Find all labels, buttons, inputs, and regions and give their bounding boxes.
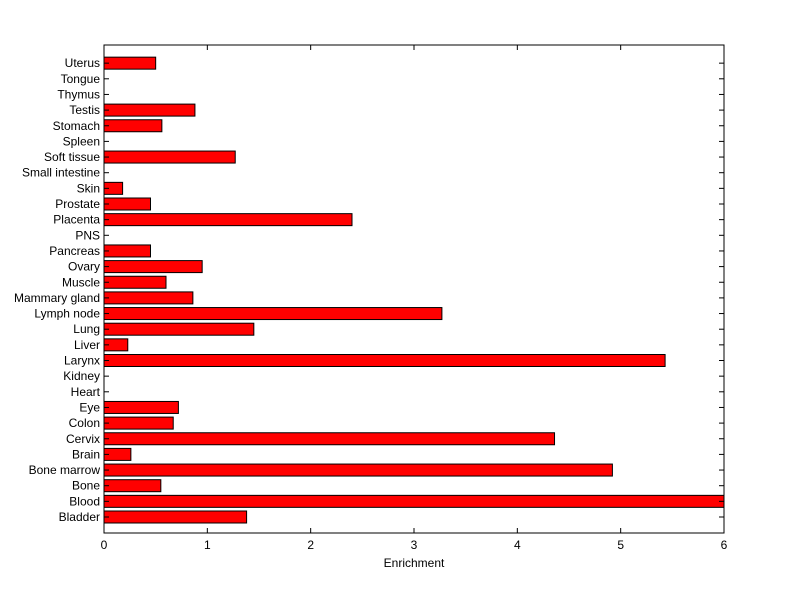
bar-ovary [103,260,203,274]
y-tick-label: Lung [73,322,100,336]
x-tick-label: 0 [101,538,108,552]
y-tick-label: Bone [72,479,100,493]
y-tick-label: Stomach [53,119,100,133]
bar-prostate [103,197,151,211]
y-tick-label: Prostate [55,197,100,211]
y-tick-label: Skin [77,181,100,195]
y-tick-label: Testis [69,103,100,117]
bar-soft-tissue [103,150,236,164]
y-tick-label: Cervix [66,432,100,446]
y-tick-label: Brain [72,447,100,461]
y-tick-label: Thymus [57,87,100,101]
y-tick-label: Soft tissue [44,150,100,164]
bar-muscle [103,275,167,289]
y-tick-label: Blood [69,494,100,508]
y-tick-label: Mammary gland [14,291,100,305]
x-axis-ticks: 0 1 2 3 4 5 6 [101,45,728,552]
bar-pancreas [103,244,151,258]
x-tick-label: 5 [617,538,624,552]
y-tick-label: Eye [79,400,100,414]
y-tick-label: Placenta [53,213,100,227]
y-tick-label: Bladder [59,510,100,524]
x-axis-label: Enrichment [384,556,445,570]
y-tick-label: Pancreas [49,244,100,258]
bar-lung [103,322,255,336]
bar-eye [103,400,179,414]
x-tick-label: 3 [411,538,418,552]
x-tick-label: 4 [514,538,521,552]
y-tick-label: Heart [71,385,101,399]
bar-mammary-gland [103,291,194,305]
bar-uterus [103,56,157,70]
y-tick-label: Kidney [63,369,100,383]
y-tick-label: Bone marrow [29,463,101,477]
bar-cervix [103,432,556,446]
bar-larynx [103,354,666,367]
bar-bladder [103,510,248,524]
y-tick-label: Muscle [62,275,100,289]
y-tick-label: Larynx [64,354,100,368]
bar-placenta [103,213,353,227]
x-tick-label: 1 [204,538,211,552]
bar-bone [103,479,162,493]
y-tick-label: Uterus [65,56,100,70]
y-tick-label: Ovary [68,260,100,274]
y-tick-label: Colon [69,416,100,430]
x-tick-label: 2 [307,538,314,552]
x-tick-label: 6 [721,538,728,552]
y-tick-label: Small intestine [22,166,100,180]
bar-testis [103,103,196,117]
y-tick-label: PNS [75,228,100,242]
y-tick-label: Lymph node [34,307,100,321]
bar-blood [103,494,725,508]
y-tick-label: Liver [74,338,100,352]
plot-area [103,44,725,534]
y-tick-label: Tongue [61,72,101,86]
y-tick-label: Spleen [63,134,100,148]
bar-lymph-node [103,307,443,321]
bar-stomach [103,119,163,133]
bar-bone-marrow [103,463,613,477]
bar-colon [103,416,174,430]
